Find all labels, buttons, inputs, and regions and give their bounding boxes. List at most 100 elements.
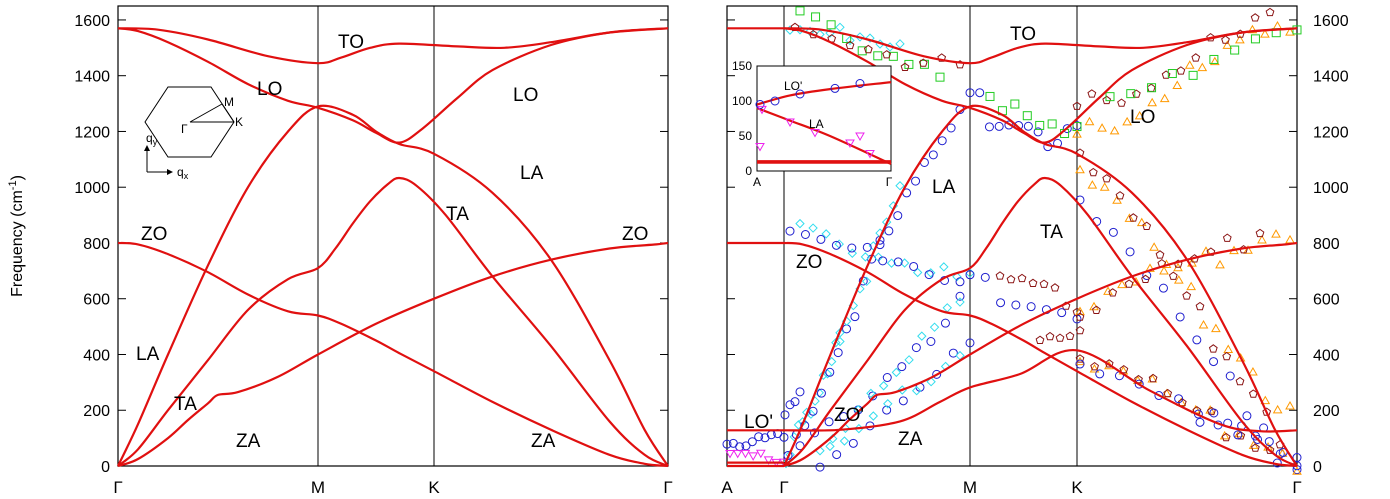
left-label-za-end: ZA — [531, 431, 556, 452]
inset-point-triangle — [845, 139, 855, 149]
right-y-tick-label: 200 — [1313, 403, 1340, 420]
left-label-to: TO — [338, 32, 364, 53]
right-x-tick-gamma-end: Γ — [1292, 478, 1301, 497]
data-point-circle — [1134, 379, 1144, 389]
data-point-square — [935, 72, 945, 82]
data-point-inverted-triangle — [755, 449, 766, 459]
left-label-zo-g: ZO — [141, 224, 167, 245]
data-point-pentagon — [1092, 305, 1101, 314]
data-point-triangle — [1219, 430, 1230, 440]
left-y-tick-label: 600 — [83, 292, 110, 309]
data-point-triangle — [1124, 213, 1135, 222]
data-point-square — [1105, 92, 1115, 102]
data-point-triangle — [1257, 234, 1267, 244]
data-point-pentagon — [1045, 331, 1055, 341]
data-point-pentagon — [1191, 53, 1201, 62]
right-curve-lo — [783, 27, 1298, 144]
data-point-diamond — [808, 223, 818, 233]
data-point-pentagon — [1088, 167, 1098, 177]
data-point-pentagon — [1265, 7, 1275, 17]
left-curve-lo — [117, 27, 669, 144]
data-point-diamond — [825, 441, 835, 452]
data-point-circle — [937, 136, 947, 146]
data-point-pentagon — [1236, 431, 1246, 440]
left-y-tick-label: 1000 — [74, 180, 110, 197]
data-point-triangle — [1149, 242, 1159, 251]
data-point-diamond — [911, 386, 922, 396]
brillouin-zone-inset: Γ M K qy qx — [144, 86, 243, 181]
data-point-circle — [897, 362, 907, 372]
right-y-tick-label: 600 — [1313, 292, 1340, 309]
right-dispersion-curves — [727, 27, 1298, 468]
data-point-triangle — [1248, 440, 1259, 449]
data-point-circle — [1057, 308, 1067, 318]
data-point-circle — [816, 388, 826, 398]
left-curve-zo — [117, 241, 669, 468]
data-point-diamond — [878, 381, 889, 391]
data-point-triangle — [1089, 363, 1100, 373]
data-point-circle — [747, 437, 757, 447]
inset-curve-la — [756, 106, 892, 165]
inset-point-circle — [770, 96, 780, 106]
data-point-pentagon — [1132, 89, 1141, 98]
inset-point-triangle — [865, 150, 875, 159]
data-point-circle — [810, 428, 820, 438]
data-point-circle — [779, 432, 789, 442]
right-curve-la — [782, 104, 1298, 467]
data-point-circle — [790, 397, 800, 407]
data-point-triangle — [1099, 182, 1110, 191]
left-plot-frame — [117, 5, 669, 467]
data-point-square — [795, 6, 805, 16]
data-point-circle — [1004, 120, 1014, 130]
data-point-circle — [1250, 431, 1260, 441]
data-point-square — [1230, 45, 1240, 55]
data-point-triangle — [1272, 21, 1283, 30]
data-point-pentagon — [1168, 271, 1178, 280]
inset-x-tick-gamma: Γ — [886, 175, 893, 189]
data-point-square — [1292, 25, 1302, 35]
data-point-square — [1209, 54, 1219, 64]
right-x-tick-k: K — [1071, 478, 1083, 497]
data-point-triangle — [1285, 234, 1295, 244]
data-point-pentagon — [1124, 279, 1134, 288]
data-point-pentagon — [1090, 361, 1099, 371]
data-point-square — [873, 51, 883, 61]
qx-label: qx — [177, 165, 189, 181]
data-point-square — [857, 46, 867, 56]
data-point-diamond — [865, 33, 875, 43]
data-point-pentagon — [1055, 333, 1065, 342]
data-point-pentagon — [1206, 32, 1215, 42]
inset-gamma-label: Γ — [181, 122, 188, 136]
data-point-pentagon — [1221, 35, 1230, 44]
data-point-circle — [800, 230, 810, 240]
data-point-pentagon — [1108, 288, 1118, 297]
qy-label: qy — [146, 131, 158, 147]
data-point-pentagon — [1148, 373, 1158, 383]
left-x-tick-gamma-start: Γ — [113, 478, 122, 497]
data-point-circle — [1158, 283, 1168, 293]
left-curve-ta — [117, 176, 669, 468]
data-point-circle — [1062, 124, 1072, 134]
data-point-circle — [1192, 335, 1202, 345]
data-point-triangle — [1172, 80, 1183, 90]
data-point-diamond — [861, 276, 872, 287]
data-point-triangle — [1112, 195, 1122, 204]
data-point-triangle — [1173, 275, 1184, 284]
y-axis-label: Frequency (cm-1) — [7, 175, 26, 297]
data-point-circle — [824, 417, 834, 427]
data-point-circle — [754, 432, 764, 442]
left-label-ta-k: TA — [446, 204, 469, 225]
data-point-circle — [1209, 357, 1219, 367]
data-point-circle — [1174, 394, 1184, 404]
data-point-pentagon — [1115, 191, 1125, 200]
data-point-pentagon — [1251, 443, 1260, 452]
left-x-tick-m: M — [311, 478, 325, 497]
right-label-zo: ZO — [796, 252, 822, 273]
inset-point-triangle — [810, 129, 820, 138]
right-label-zo-prime: ZO' — [834, 405, 864, 426]
data-point-circle — [825, 367, 835, 377]
data-point-triangle — [1223, 344, 1234, 354]
left-y-tick-label: 200 — [83, 403, 110, 420]
data-point-circle — [1175, 312, 1185, 322]
